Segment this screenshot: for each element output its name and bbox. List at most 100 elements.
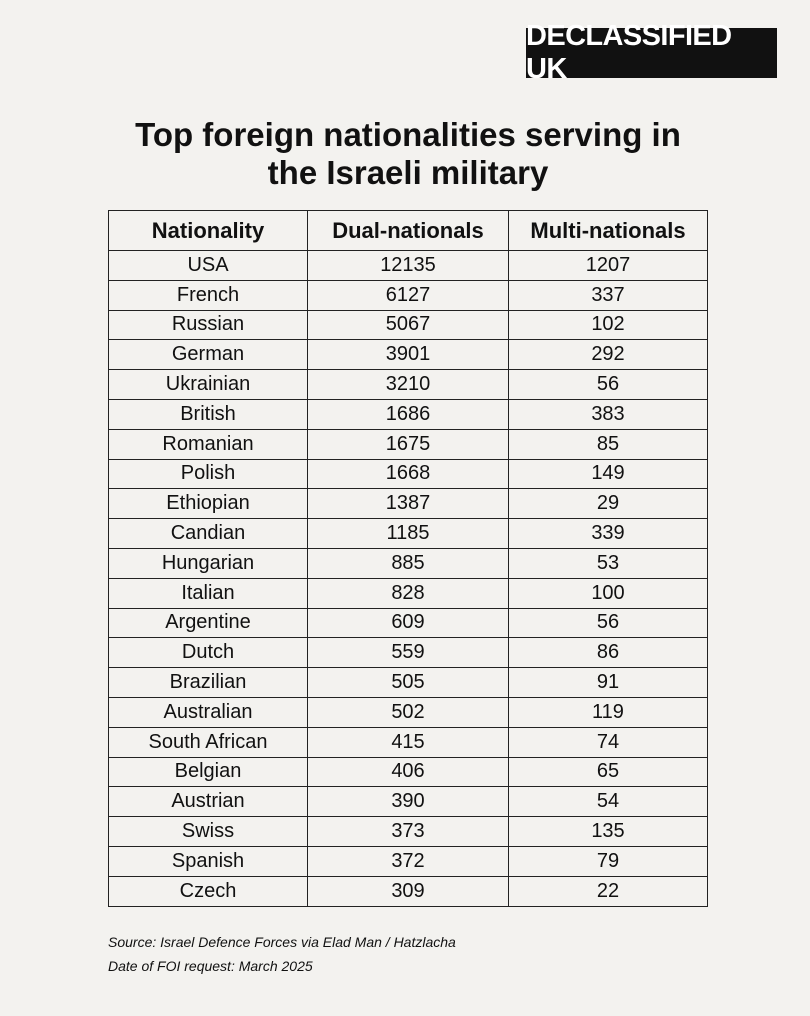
count-cell: 100 (508, 577, 708, 609)
nationality-cell: USA (108, 250, 308, 281)
nationality-cell: Ethiopian (108, 488, 308, 520)
nationality-cell: Spanish (108, 845, 308, 877)
table-row: Spanish 372 79 (108, 845, 708, 877)
column-header: Nationality (108, 210, 308, 251)
table-row: Australian 502 119 (108, 696, 708, 728)
table-row: Candian 1185 339 (108, 518, 708, 549)
count-cell: 292 (508, 339, 708, 371)
count-cell: 828 (307, 577, 509, 609)
table-row: Ethiopian 1387 29 (108, 488, 708, 520)
count-cell: 502 (307, 696, 509, 728)
count-cell: 6127 (307, 279, 509, 311)
nationality-cell: Ukrainian (108, 369, 308, 400)
table-row: British 1686 383 (108, 398, 708, 430)
count-cell: 65 (508, 756, 708, 788)
count-cell: 56 (508, 607, 708, 639)
count-cell: 119 (508, 696, 708, 728)
nationality-cell: Swiss (108, 816, 308, 847)
nationality-cell: Czech (108, 875, 308, 907)
count-cell: 85 (508, 428, 708, 460)
count-cell: 3210 (307, 369, 509, 400)
table-row: Russian 5067 102 (108, 309, 708, 341)
count-cell: 885 (307, 547, 509, 579)
table-row: South African 415 74 (108, 726, 708, 758)
header-row: Nationality Dual-nationals Multi-nationals (108, 210, 708, 251)
count-cell: 309 (307, 875, 509, 907)
count-cell: 79 (508, 845, 708, 877)
count-cell: 56 (508, 369, 708, 400)
nationality-cell: Polish (108, 458, 308, 490)
nationality-cell: Candian (108, 518, 308, 549)
brand-logo: DECLASSIFIED UK (526, 20, 777, 85)
count-cell: 12135 (307, 250, 509, 281)
nationality-cell: Romanian (108, 428, 308, 460)
count-cell: 53 (508, 547, 708, 579)
table-row: French 6127 337 (108, 279, 708, 311)
data-table: Nationality Dual-nationals Multi-nationals… (108, 210, 708, 907)
table-row: Czech 309 22 (108, 875, 708, 907)
table-row: Argentine 609 56 (108, 607, 708, 639)
nationality-cell: Italian (108, 577, 308, 609)
count-cell: 91 (508, 667, 708, 698)
count-cell: 1686 (307, 398, 509, 430)
nationality-cell: Austrian (108, 786, 308, 818)
table-row: German 3901 292 (108, 339, 708, 371)
column-header: Multi-nationals (508, 210, 708, 251)
count-cell: 102 (508, 309, 708, 341)
table-row: Austrian 390 54 (108, 786, 708, 818)
table-row: Belgian 406 65 (108, 756, 708, 788)
count-cell: 505 (307, 667, 509, 698)
count-cell: 1185 (307, 518, 509, 549)
count-cell: 22 (508, 875, 708, 907)
nationality-cell: Argentine (108, 607, 308, 639)
nationality-cell: British (108, 398, 308, 430)
count-cell: 415 (307, 726, 509, 758)
count-cell: 1668 (307, 458, 509, 490)
count-cell: 337 (508, 279, 708, 311)
count-cell: 74 (508, 726, 708, 758)
count-cell: 86 (508, 637, 708, 669)
count-cell: 383 (508, 398, 708, 430)
column-header: Dual-nationals (307, 210, 509, 251)
nationality-cell: Belgian (108, 756, 308, 788)
nationality-cell: Russian (108, 309, 308, 341)
count-cell: 29 (508, 488, 708, 520)
table-row: Polish 1668 149 (108, 458, 708, 490)
count-cell: 559 (307, 637, 509, 669)
count-cell: 135 (508, 816, 708, 847)
table-head: Nationality Dual-nationals Multi-nationals (108, 210, 708, 251)
count-cell: 1675 (307, 428, 509, 460)
count-cell: 1387 (307, 488, 509, 520)
count-cell: 373 (307, 816, 509, 847)
table-body: USA 12135 1207 French 6127 337 Russian 5067 102 G… (108, 250, 708, 907)
table-row: Italian 828 100 (108, 577, 708, 609)
table-row: Hungarian 885 53 (108, 547, 708, 579)
count-cell: 149 (508, 458, 708, 490)
count-cell: 406 (307, 756, 509, 788)
table-row: Ukrainian 3210 56 (108, 369, 708, 400)
count-cell: 3901 (307, 339, 509, 371)
table-row: Romanian 1675 85 (108, 428, 708, 460)
count-cell: 372 (307, 845, 509, 877)
table-row: USA 12135 1207 (108, 250, 708, 281)
table-row: Dutch 559 86 (108, 637, 708, 669)
nationality-cell: Hungarian (108, 547, 308, 579)
source-note: Source: Israel Defence Forces via Elad M… (108, 934, 456, 950)
table-row: Brazilian 505 91 (108, 667, 708, 698)
nationality-cell: Australian (108, 696, 308, 728)
date-note: Date of FOI request: March 2025 (108, 958, 313, 974)
count-cell: 54 (508, 786, 708, 818)
nationality-cell: Brazilian (108, 667, 308, 698)
nationality-cell: South African (108, 726, 308, 758)
table-row: Swiss 373 135 (108, 816, 708, 847)
nationality-cell: German (108, 339, 308, 371)
count-cell: 5067 (307, 309, 509, 341)
count-cell: 1207 (508, 250, 708, 281)
nationality-cell: Dutch (108, 637, 308, 669)
count-cell: 390 (307, 786, 509, 818)
title: Top foreign nationalities serving in the… (135, 116, 681, 191)
count-cell: 339 (508, 518, 708, 549)
count-cell: 609 (307, 607, 509, 639)
